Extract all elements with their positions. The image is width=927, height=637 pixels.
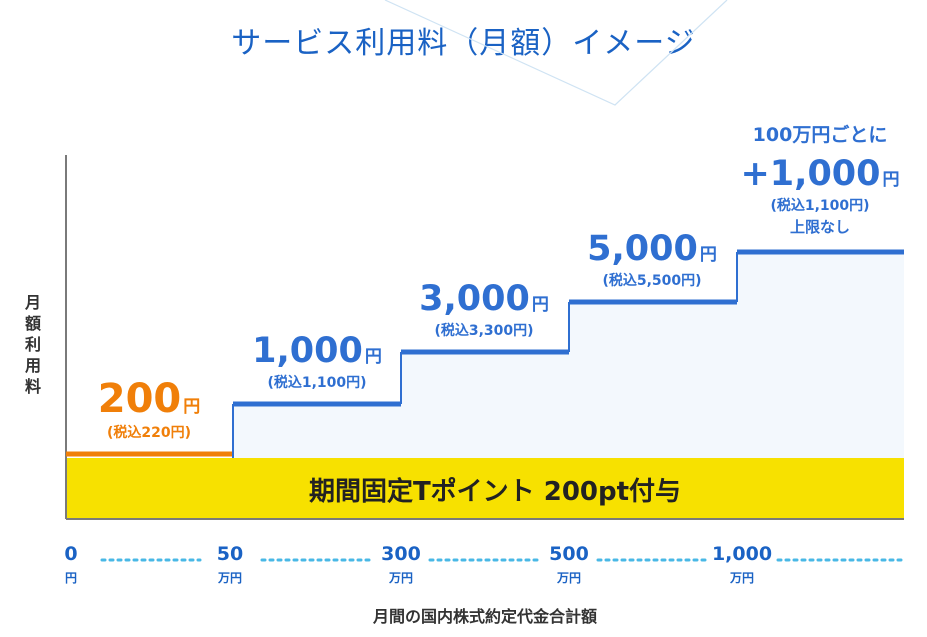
fee-tax-included: (税込220円) [107,424,191,441]
y-axis-label-char: 利 [25,335,41,354]
x-tick-value: 50 [217,543,243,565]
fee-tax-included: (税込1,100円) [770,197,869,214]
title-chevron-decoration [384,0,728,106]
x-tick-unit: 万円 [556,571,581,585]
fee-value: 3,000 円 [419,279,549,319]
step-area-fill [233,252,904,519]
x-axis-label: 月間の国内株式約定代金合計額 [372,607,597,626]
fee-tax-included: (税込5,500円) [602,272,701,289]
y-axis-label-char: 額 [24,314,41,333]
x-tick-value: 300 [381,543,421,565]
y-axis-label-char: 料 [25,377,41,396]
fee-value: 200 円 [98,376,201,422]
fee-value: +1,000 円 [740,154,899,194]
x-tick-value: 0 [64,543,77,565]
fee-value: 1,000 円 [252,331,382,371]
fee-tax-included: (税込1,100円) [267,374,366,391]
x-tick-unit: 万円 [388,571,413,585]
fee-value: 5,000 円 [587,229,717,269]
y-axis-label-char: 月 [24,293,41,312]
x-tick-unit: 万円 [217,571,242,585]
chart-title: サービス利用料（月額）イメージ [231,26,696,61]
tpoint-band-label: 期間固定Tポイント 200pt付与 [309,476,681,507]
x-tick-value: 500 [549,543,589,565]
x-tick-unit: 円 [65,571,77,585]
x-tick-unit: 万円 [729,571,754,585]
y-axis-label-char: 用 [25,356,41,375]
fee-note: 上限なし [790,218,850,236]
fee-prefix: 100万円ごとに [753,123,888,146]
fee-tax-included: (税込3,300円) [434,322,533,339]
tpoint-band [66,458,904,519]
x-tick-value: 1,000 [712,543,772,565]
